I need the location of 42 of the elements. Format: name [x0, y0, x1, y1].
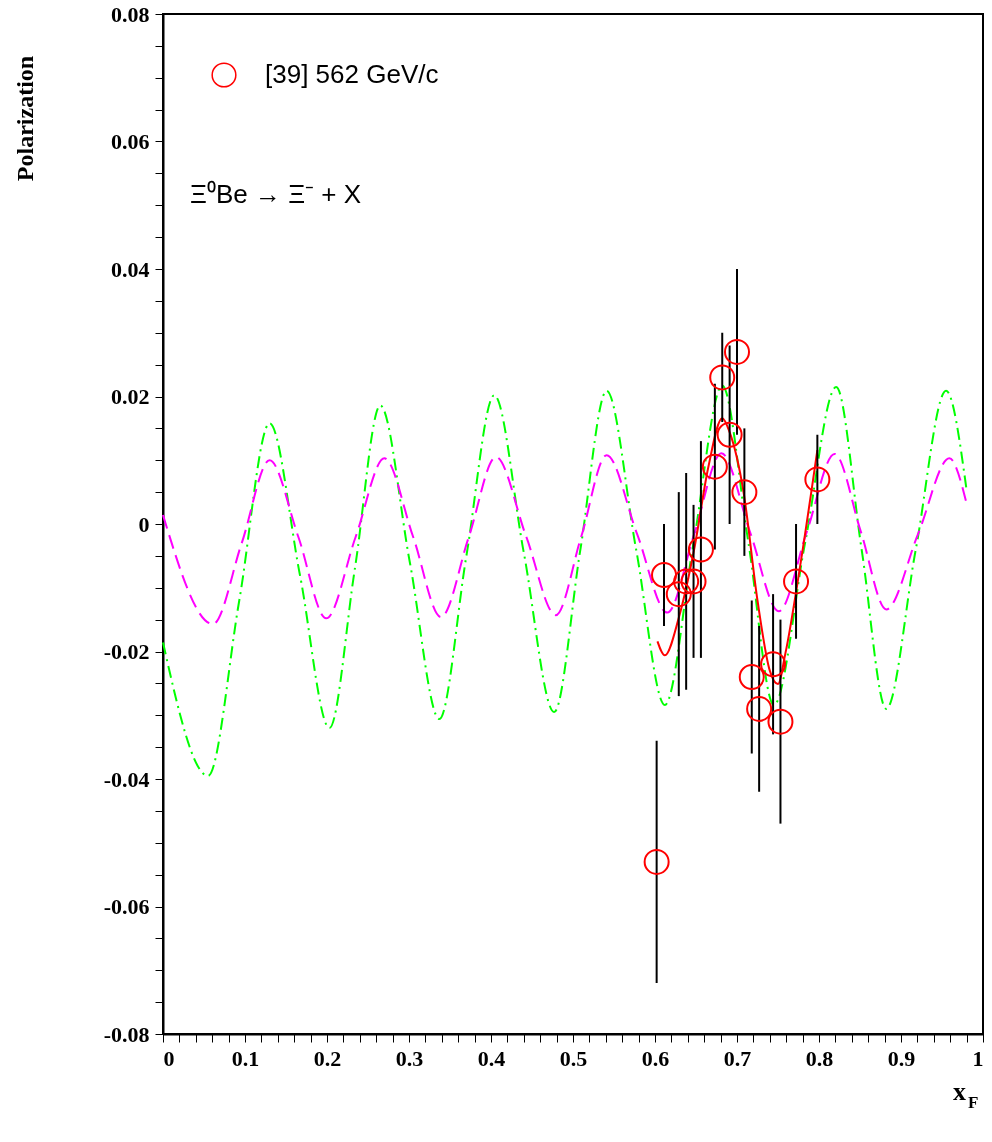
legend-label: [39] 562 GeV/c: [265, 59, 439, 89]
point: [783, 568, 810, 595]
point: [651, 562, 678, 588]
point: [767, 708, 794, 735]
y-tick-label: -0.04: [103, 766, 150, 792]
y-tick-label: -0.02: [103, 639, 150, 664]
point: [701, 453, 728, 480]
y-tick-label: 0.02: [111, 384, 150, 409]
point: [687, 536, 714, 563]
annotation: Ξ⁰Be → Ξ⁻ + X: [190, 179, 362, 209]
y-tick-label: 0.06: [111, 129, 150, 154]
point: [709, 364, 736, 391]
x-tick-label: 0.7: [723, 1045, 752, 1071]
point: [804, 466, 831, 493]
y-tick-label: 0: [138, 511, 150, 537]
y-tick-label: 0.08: [111, 1, 150, 27]
point: [746, 695, 773, 722]
x-tick-label: 0.3: [395, 1045, 424, 1071]
point: [724, 338, 750, 365]
x-tick-label: 0.8: [805, 1045, 834, 1071]
x-tick-label: 0.2: [313, 1045, 342, 1071]
point: [716, 421, 743, 448]
x-tick-label: 0.6: [641, 1045, 670, 1071]
point: [673, 568, 700, 595]
y-axis-title: Polarization: [11, 55, 38, 182]
x-tick-label: 1: [972, 1045, 984, 1071]
point: [643, 848, 670, 875]
line-series: [162, 384, 968, 777]
x-tick-label: 0.4: [477, 1045, 506, 1071]
line-series: [162, 452, 968, 626]
x-tick-label: 0.9: [887, 1045, 916, 1071]
x-tick-label: 0.1: [231, 1045, 260, 1071]
y-tick-label: -0.06: [103, 894, 150, 919]
point: [731, 479, 758, 506]
y-tick-label: 0.04: [111, 256, 150, 282]
x-tick-label: 0: [163, 1045, 175, 1071]
point: [760, 651, 787, 678]
y-tick-label: -0.08: [103, 1021, 150, 1047]
point: [665, 581, 692, 608]
x-tick-label: 0.5: [559, 1045, 588, 1071]
point: [738, 664, 765, 690]
point: [680, 568, 707, 595]
